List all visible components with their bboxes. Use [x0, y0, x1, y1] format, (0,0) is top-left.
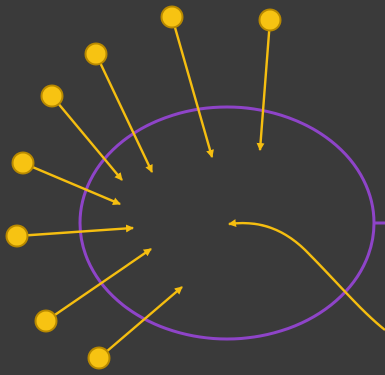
source-nodes — [5, 5, 282, 370]
connection-source-6 — [16, 224, 134, 238]
source-node-7 — [34, 309, 58, 333]
source-node-1 — [160, 5, 184, 29]
connection-source-3 — [94, 53, 154, 173]
connection-source-2 — [256, 19, 272, 151]
source-node-4 — [40, 84, 64, 108]
source-node-2 — [258, 8, 282, 32]
connection-source-5 — [22, 161, 121, 206]
connection-source-1 — [170, 16, 214, 158]
connection-source-4 — [51, 95, 123, 181]
connection-external-curve — [228, 219, 385, 331]
source-node-8 — [87, 346, 111, 370]
connection-source-8 — [98, 286, 183, 359]
source-node-3 — [84, 42, 108, 66]
source-node-6 — [5, 224, 29, 248]
source-node-5 — [11, 151, 35, 175]
connection-source-7 — [45, 248, 152, 322]
connections — [16, 16, 385, 359]
